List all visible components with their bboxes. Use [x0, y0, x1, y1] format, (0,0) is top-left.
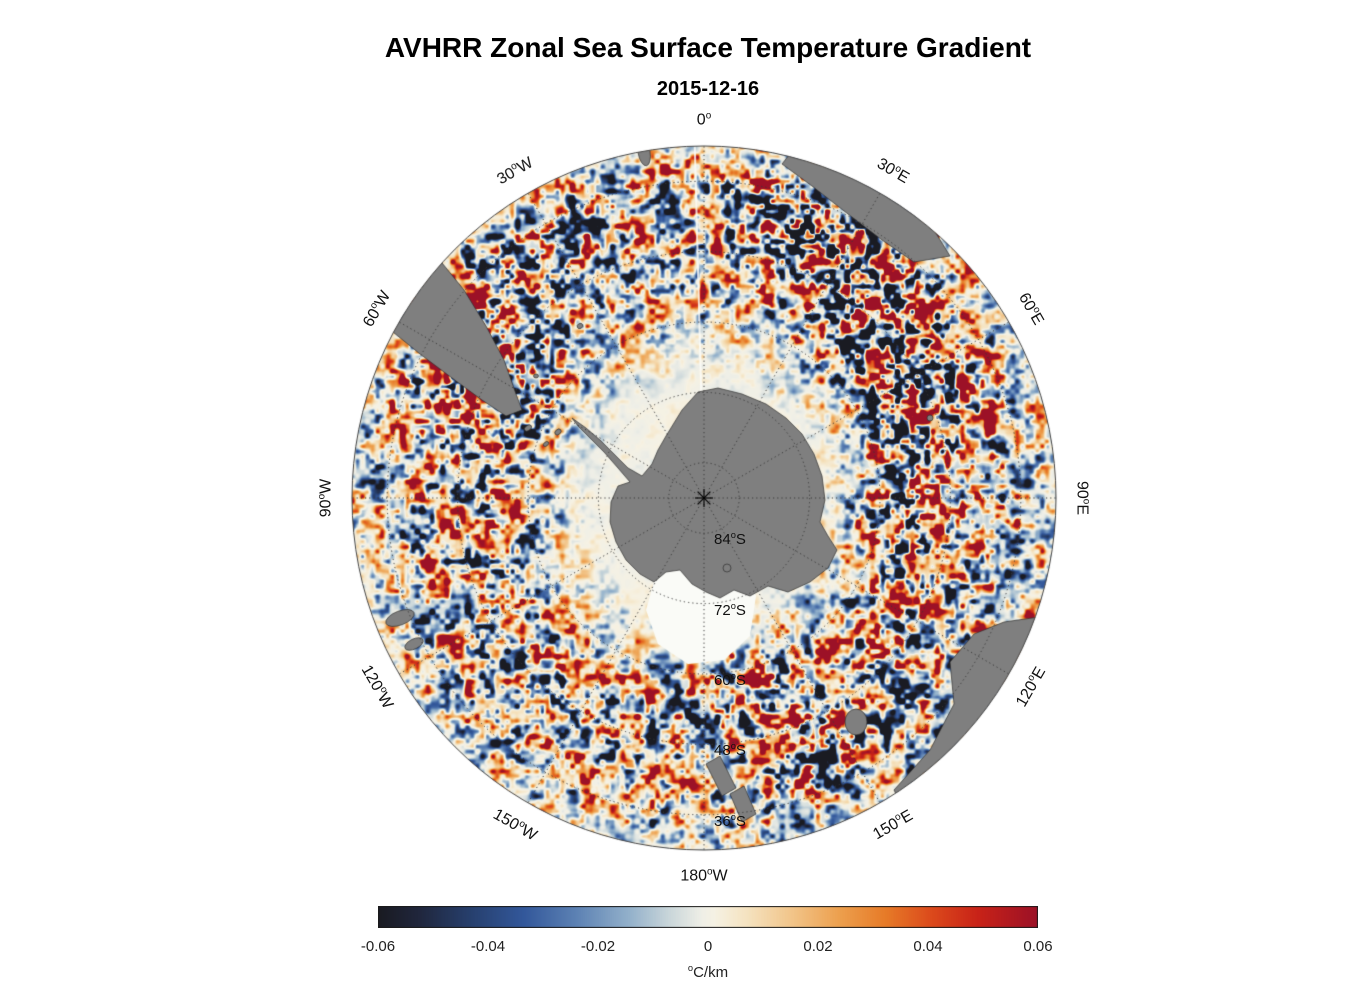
meridian-label-0: 0o — [696, 110, 712, 129]
figure-subtitle: 2015-12-16 — [656, 78, 760, 100]
degree-sup: o — [687, 963, 694, 973]
meridian-label-90E: 90oE — [1073, 481, 1092, 515]
colorbar-tick-label: 0 — [703, 938, 713, 955]
meridian-label-180W: 180oW — [680, 866, 728, 885]
parallel-label-84S: 84oS — [714, 530, 746, 549]
units-text: C/km — [693, 964, 729, 981]
parallel-label-72S: 72oS — [714, 600, 746, 619]
meridian-label-90W: 90oW — [316, 478, 335, 518]
figure-title: AVHRR Zonal Sea Surface Temperature Grad… — [384, 32, 1032, 63]
parallel-label-48S: 48oS — [714, 741, 746, 760]
colorbar-tick-label: 0.04 — [913, 938, 943, 955]
colorbar-units-label: oC/km — [688, 963, 728, 981]
colorbar-tick-label: -0.02 — [580, 938, 616, 955]
colorbar-gradient — [378, 906, 1038, 928]
colorbar-tick-label: -0.04 — [470, 938, 506, 955]
colorbar-tick-label: 0.02 — [803, 938, 833, 955]
colorbar-tick-label: -0.06 — [360, 938, 396, 955]
colorbar-tick-label: 0.06 — [1023, 938, 1053, 955]
parallel-label-36S: 36oS — [714, 811, 746, 830]
parallel-label-60S: 60oS — [714, 671, 746, 689]
